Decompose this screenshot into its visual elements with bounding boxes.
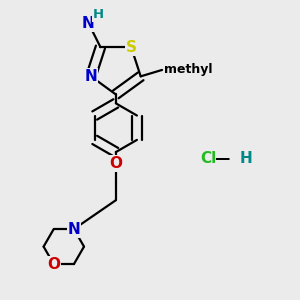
Text: N: N [68, 222, 80, 237]
Text: S: S [126, 40, 137, 55]
Text: Cl: Cl [200, 152, 217, 166]
Text: O: O [47, 256, 60, 272]
Text: H: H [239, 152, 252, 166]
Text: —: — [214, 152, 229, 166]
Text: N: N [85, 69, 97, 84]
Text: methyl: methyl [164, 63, 213, 76]
Text: N: N [82, 16, 95, 31]
Text: O: O [109, 156, 122, 171]
Text: H: H [92, 8, 104, 21]
